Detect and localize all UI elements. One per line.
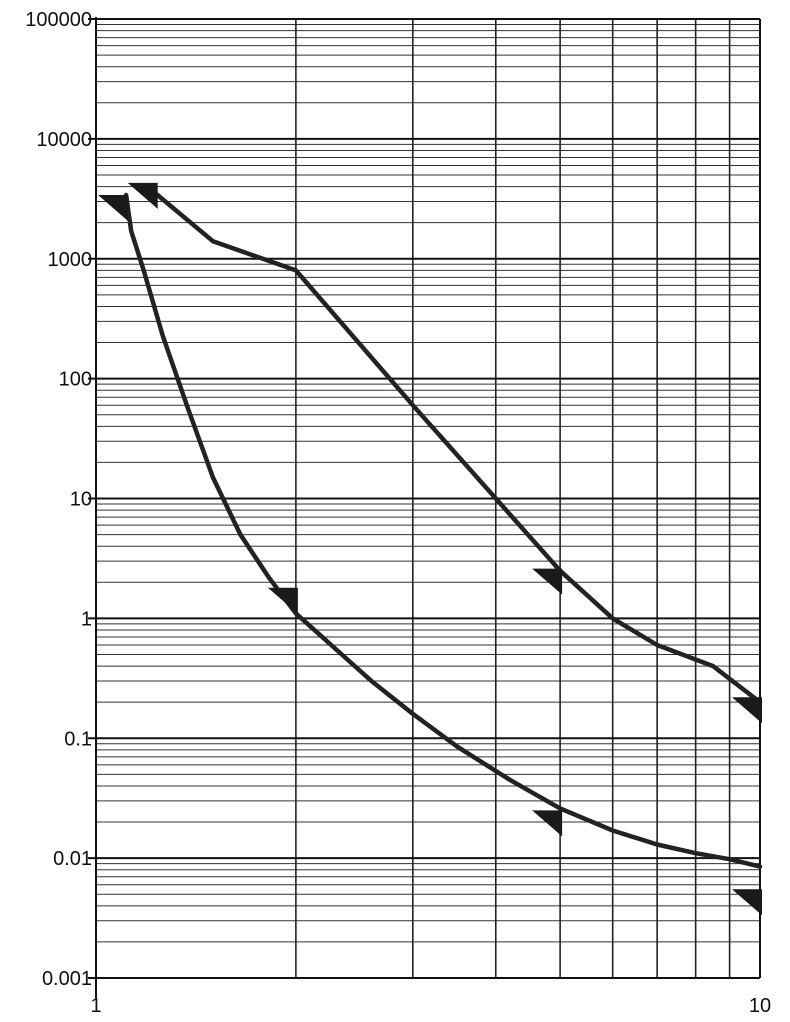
x-tick-label: 1 [90,995,101,1017]
y-tick-label: 100 [59,369,92,391]
series-2-arrowhead-1 [127,182,158,209]
y-tick-label: 0.1 [64,728,92,750]
series-1-arrowhead-4 [732,889,762,916]
series-1-curve [123,192,763,869]
y-tick-label: 0.001 [42,968,92,990]
y-tick-label: 1000 [48,249,93,271]
y-tick-label: 1 [81,608,92,630]
y-tick-label: 0.01 [53,848,92,870]
series-1-arrowhead-2 [267,587,298,614]
series-1-arrowhead-3 [532,810,563,837]
y-tick-labels: 100000 10000 1000 100 10 1 0.1 0.01 0.001 [25,9,92,990]
series-1-arrowhead-1 [98,195,129,222]
y-tick-label: 100000 [25,9,92,31]
series-layer [123,191,763,869]
axes [88,17,761,998]
series-2-arrowhead-3 [732,697,762,724]
direction-arrows [98,182,762,916]
x-tick-label: 10 [749,995,771,1017]
x-tick-labels: 1 10 [90,995,771,1017]
y-tick-label: 10000 [36,129,92,151]
y-tick-label: 10 [70,489,92,511]
series-2-curve [153,191,763,705]
series-2-arrowhead-2 [532,568,563,595]
grid-minor [96,19,760,978]
grid-major [96,18,760,979]
